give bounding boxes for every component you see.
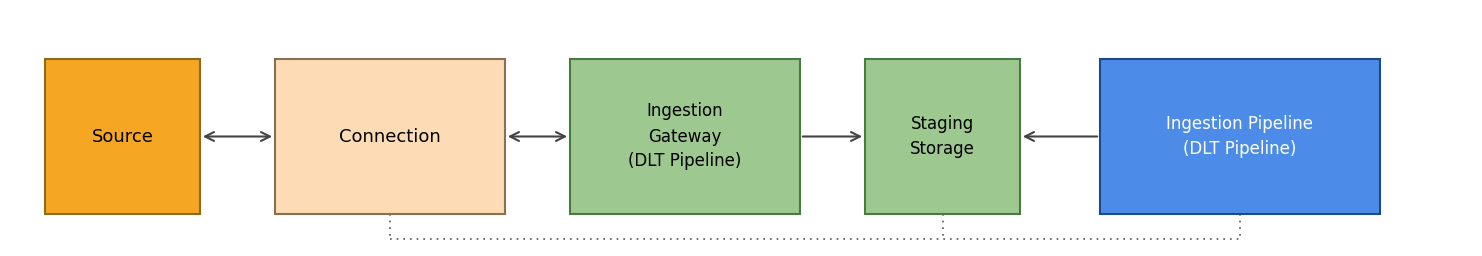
Text: Ingestion
Gateway
(DLT Pipeline): Ingestion Gateway (DLT Pipeline) (628, 102, 741, 170)
FancyBboxPatch shape (276, 59, 505, 214)
Text: Staging
Storage: Staging Storage (910, 115, 975, 158)
FancyBboxPatch shape (44, 59, 200, 214)
Text: Source: Source (92, 127, 154, 145)
FancyBboxPatch shape (865, 59, 1020, 214)
Text: Connection: Connection (339, 127, 440, 145)
FancyBboxPatch shape (1100, 59, 1380, 214)
FancyBboxPatch shape (571, 59, 800, 214)
Text: Ingestion Pipeline
(DLT Pipeline): Ingestion Pipeline (DLT Pipeline) (1166, 115, 1313, 158)
